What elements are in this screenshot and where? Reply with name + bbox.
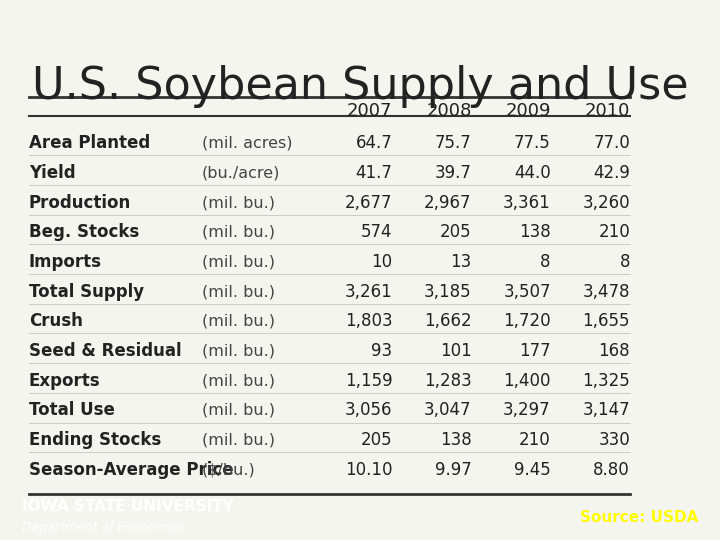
Text: U.S. Soybean Supply and Use: U.S. Soybean Supply and Use — [32, 65, 689, 108]
Text: (mil. bu.): (mil. bu.) — [202, 225, 274, 240]
Text: 3,056: 3,056 — [345, 401, 392, 420]
Text: 177: 177 — [519, 342, 551, 360]
Text: (mil. acres): (mil. acres) — [202, 136, 292, 151]
Text: (mil. bu.): (mil. bu.) — [202, 195, 274, 210]
Text: (bu./acre): (bu./acre) — [202, 165, 280, 180]
Text: 10: 10 — [372, 253, 392, 271]
Text: 3,260: 3,260 — [582, 193, 630, 212]
Text: 574: 574 — [361, 223, 392, 241]
Text: (mil. bu.): (mil. bu.) — [202, 373, 274, 388]
Text: (mil. bu.): (mil. bu.) — [202, 314, 274, 329]
Text: Source: USDA: Source: USDA — [580, 510, 698, 524]
Text: 8: 8 — [540, 253, 551, 271]
Text: Production: Production — [29, 193, 131, 212]
Text: 168: 168 — [598, 342, 630, 360]
Text: 2,967: 2,967 — [424, 193, 472, 212]
Text: Total Use: Total Use — [29, 401, 114, 420]
Text: Department of Economics: Department of Economics — [22, 521, 184, 534]
Text: 3,185: 3,185 — [424, 282, 472, 301]
Text: 9.97: 9.97 — [435, 461, 472, 479]
Text: 210: 210 — [598, 223, 630, 241]
Text: 75.7: 75.7 — [435, 134, 472, 152]
Text: IOWA STATE UNIVERSITY: IOWA STATE UNIVERSITY — [22, 500, 233, 515]
Text: 77.5: 77.5 — [514, 134, 551, 152]
Text: Area Planted: Area Planted — [29, 134, 150, 152]
Text: 8.80: 8.80 — [593, 461, 630, 479]
Text: 3,261: 3,261 — [345, 282, 392, 301]
Text: (mil. bu.): (mil. bu.) — [202, 343, 274, 359]
Text: 10.10: 10.10 — [345, 461, 392, 479]
Text: 77.0: 77.0 — [593, 134, 630, 152]
Text: 2007: 2007 — [347, 102, 392, 120]
Text: 9.45: 9.45 — [514, 461, 551, 479]
Text: 1,283: 1,283 — [424, 372, 472, 390]
Text: ($/bu.): ($/bu.) — [202, 462, 256, 477]
Text: (mil. bu.): (mil. bu.) — [202, 403, 274, 418]
Text: 1,400: 1,400 — [503, 372, 551, 390]
Text: 2010: 2010 — [585, 102, 630, 120]
Text: Exports: Exports — [29, 372, 100, 390]
Text: 1,325: 1,325 — [582, 372, 630, 390]
Text: 13: 13 — [450, 253, 472, 271]
Text: 1,803: 1,803 — [345, 312, 392, 330]
Text: (mil. bu.): (mil. bu.) — [202, 284, 274, 299]
Text: (mil. bu.): (mil. bu.) — [202, 254, 274, 269]
Text: 8: 8 — [619, 253, 630, 271]
Text: 93: 93 — [372, 342, 392, 360]
Text: Crush: Crush — [29, 312, 83, 330]
Text: 44.0: 44.0 — [514, 164, 551, 182]
Text: 2,677: 2,677 — [345, 193, 392, 212]
Text: 2009: 2009 — [505, 102, 551, 120]
Text: 3,507: 3,507 — [503, 282, 551, 301]
Text: 205: 205 — [440, 223, 472, 241]
Text: 3,047: 3,047 — [424, 401, 472, 420]
Text: 3,361: 3,361 — [503, 193, 551, 212]
Text: 41.7: 41.7 — [356, 164, 392, 182]
Text: Imports: Imports — [29, 253, 102, 271]
Text: 42.9: 42.9 — [593, 164, 630, 182]
Text: 3,297: 3,297 — [503, 401, 551, 420]
Text: 39.7: 39.7 — [435, 164, 472, 182]
Text: Yield: Yield — [29, 164, 76, 182]
Text: 1,662: 1,662 — [424, 312, 472, 330]
Text: 3,147: 3,147 — [582, 401, 630, 420]
Text: Beg. Stocks: Beg. Stocks — [29, 223, 139, 241]
Text: 205: 205 — [361, 431, 392, 449]
Text: 2008: 2008 — [426, 102, 472, 120]
Text: Ending Stocks: Ending Stocks — [29, 431, 161, 449]
Text: 1,655: 1,655 — [582, 312, 630, 330]
Text: 1,720: 1,720 — [503, 312, 551, 330]
Text: 64.7: 64.7 — [356, 134, 392, 152]
Text: 210: 210 — [519, 431, 551, 449]
Text: 101: 101 — [440, 342, 472, 360]
Text: 3,478: 3,478 — [582, 282, 630, 301]
Text: Season-Average Price: Season-Average Price — [29, 461, 233, 479]
Text: 138: 138 — [440, 431, 472, 449]
Text: Seed & Residual: Seed & Residual — [29, 342, 181, 360]
Text: 1,159: 1,159 — [345, 372, 392, 390]
Text: Total Supply: Total Supply — [29, 282, 144, 301]
Text: (mil. bu.): (mil. bu.) — [202, 433, 274, 448]
Text: 330: 330 — [598, 431, 630, 449]
Text: 138: 138 — [519, 223, 551, 241]
